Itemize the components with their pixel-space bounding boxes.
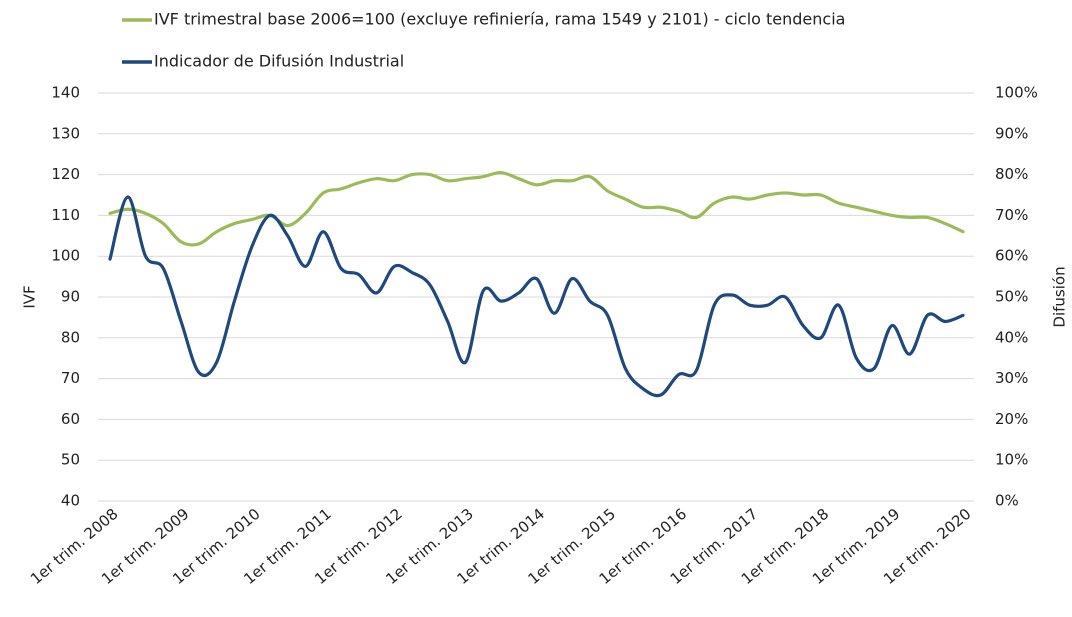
- y2-tick-label: 70%: [995, 206, 1028, 224]
- series-line: [108, 170, 965, 247]
- legend-label: Indicador de Difusión Industrial: [154, 52, 404, 71]
- y2-tick-label: 30%: [995, 369, 1028, 387]
- y2-tick-label: 80%: [995, 165, 1028, 183]
- y2-tick-label: 0%: [995, 492, 1019, 510]
- y-tick-label: 40: [61, 492, 80, 510]
- y-tick-label: 50: [61, 451, 80, 469]
- y-tick-label: 130: [51, 124, 80, 142]
- y2-tick-label: 60%: [995, 247, 1028, 265]
- y2-tick-label: 40%: [995, 328, 1028, 346]
- y-tick-label: 90: [61, 288, 80, 306]
- y-tick-label: 140: [51, 84, 80, 102]
- series-line: [108, 195, 965, 398]
- y-tick-label: 120: [51, 165, 80, 183]
- y-tick-label: 110: [51, 206, 80, 224]
- y2-axis-label: Difusión: [1051, 266, 1069, 327]
- y2-tick-label: 100%: [995, 84, 1038, 102]
- y2-tick-label: 90%: [995, 124, 1028, 142]
- y2-tick-label: 20%: [995, 410, 1028, 428]
- y-tick-label: 80: [61, 328, 80, 346]
- y-axis-label: IVF: [21, 285, 39, 308]
- y-tick-label: 60: [61, 410, 80, 428]
- y2-tick-label: 50%: [995, 288, 1028, 306]
- y-tick-label: 100: [51, 247, 80, 265]
- y2-tick-label: 10%: [995, 451, 1028, 469]
- legend-label: IVF trimestral base 2006=100 (excluye re…: [154, 10, 845, 29]
- y-tick-label: 70: [61, 369, 80, 387]
